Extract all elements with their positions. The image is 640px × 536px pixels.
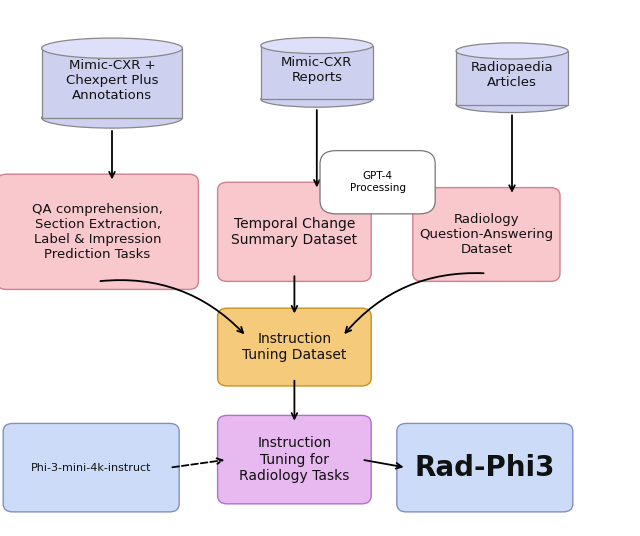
Text: QA comprehension,
Section Extraction,
Label & Impression
Prediction Tasks: QA comprehension, Section Extraction, La…	[32, 203, 163, 261]
Text: Mimic-CXR +
Chexpert Plus
Annotations: Mimic-CXR + Chexpert Plus Annotations	[66, 59, 158, 102]
Ellipse shape	[42, 108, 182, 128]
Text: Rad-Phi3: Rad-Phi3	[415, 453, 555, 482]
FancyBboxPatch shape	[0, 174, 198, 289]
Text: GPT-4
Processing: GPT-4 Processing	[349, 172, 406, 193]
FancyBboxPatch shape	[3, 423, 179, 512]
Text: Instruction
Tuning for
Radiology Tasks: Instruction Tuning for Radiology Tasks	[239, 436, 349, 483]
Ellipse shape	[456, 43, 568, 59]
FancyBboxPatch shape	[413, 188, 560, 281]
Ellipse shape	[261, 38, 372, 54]
Ellipse shape	[42, 38, 182, 58]
FancyBboxPatch shape	[320, 151, 435, 214]
FancyBboxPatch shape	[456, 51, 568, 105]
FancyBboxPatch shape	[218, 308, 371, 386]
FancyBboxPatch shape	[397, 423, 573, 512]
FancyBboxPatch shape	[218, 415, 371, 504]
Text: Radiology
Question-Answering
Dataset: Radiology Question-Answering Dataset	[419, 213, 554, 256]
FancyBboxPatch shape	[218, 182, 371, 281]
Text: Instruction
Tuning Dataset: Instruction Tuning Dataset	[242, 332, 347, 362]
FancyBboxPatch shape	[261, 46, 372, 99]
Text: Mimic-CXR
Reports: Mimic-CXR Reports	[281, 56, 353, 84]
Ellipse shape	[261, 91, 372, 107]
FancyBboxPatch shape	[42, 48, 182, 118]
Text: Temporal Change
Summary Dataset: Temporal Change Summary Dataset	[231, 217, 358, 247]
Text: Radiopaedia
Articles: Radiopaedia Articles	[470, 61, 554, 89]
Ellipse shape	[456, 96, 568, 113]
Text: Phi-3-mini-4k-instruct: Phi-3-mini-4k-instruct	[31, 463, 152, 473]
